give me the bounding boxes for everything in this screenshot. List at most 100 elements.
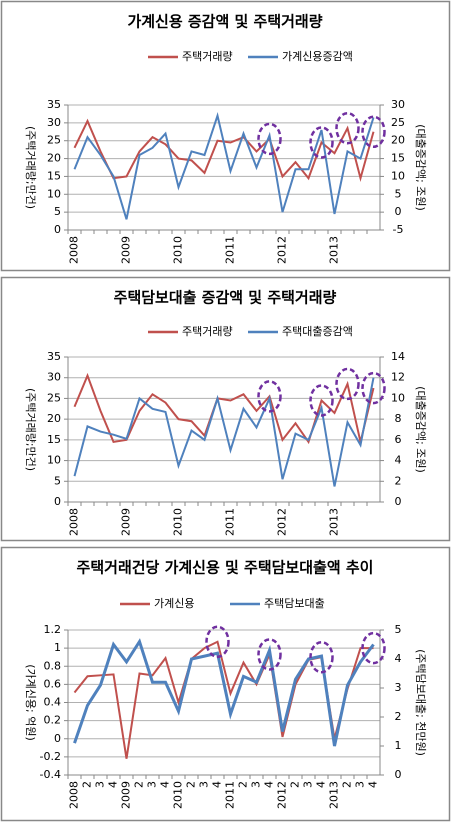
y-tick-label: 20 [47,152,61,165]
x-tick-label: 2011 [224,508,237,536]
x-tick-label: 2013 [328,508,341,536]
y-tick-label: -0.4 [40,768,61,781]
y2-tick-label: 4 [395,652,402,665]
panel-border [0,546,451,822]
legend-label: 가계신용증감액 [282,50,353,63]
y2-tick-label: 0 [395,205,402,218]
x-tick-label: 3 [94,781,107,788]
y2-tick-label: 0 [395,495,402,508]
x-tick-label: 4 [263,781,276,788]
highlight-circle [257,638,282,671]
chart-panel: 주택담보대출 증감액 및 주택거래량 0 5 10 15 20 25 30 35 0 2 4 6 8 10 1… [0,276,451,542]
y2-tick-label: 1 [395,739,402,752]
x-tick-label: 3 [146,781,159,788]
highlight-circle [309,384,334,417]
highlight-circle [361,631,386,665]
highlight-circle [309,640,334,674]
y2-tick-label: 2 [395,474,402,487]
y2-tick-label: 0 [395,768,402,781]
y-tick-label: 0 [54,223,61,236]
x-tick-label: 2013 [328,781,341,809]
y2-tick-label: 12 [391,371,405,384]
x-tick-label: 2009 [120,508,133,536]
x-tick-label: 4 [107,781,120,788]
y-tick-label: 1 [54,641,61,654]
highlight-circle [361,115,386,149]
y2-tick-label: 5 [395,623,402,636]
x-tick-label: 2013 [328,236,341,264]
y-axis-title: (주택거래량;만건) [24,126,37,209]
chart-panel: 주택거래건당 가계신용 및 주택담보대출액 추이 -0.4 -0.2 0 0.2 0.4 0… [0,546,451,822]
legend-label: 주택담보대출 [264,597,325,610]
x-tick-label: 3 [302,781,315,788]
y2-tick-label: 6 [395,433,402,446]
x-tick-label: 2 [81,781,94,788]
x-tick-label: 3 [250,781,263,788]
y2-tick-label: 5 [395,187,402,200]
y-tick-label: 20 [47,412,61,425]
x-tick-label: 2 [133,781,146,788]
y-tick-label: 1.2 [44,623,62,636]
series-line [73,372,375,445]
y-tick-label: 25 [47,391,61,404]
y-tick-label: 30 [47,116,61,129]
y2-tick-label: -5 [393,223,404,236]
y-tick-label: 0 [54,732,61,745]
y2-axis-title: (대출증감액; 조원) [414,386,427,473]
x-tick-label: 2012 [276,781,289,809]
x-tick-label: 2008 [68,236,81,264]
y-tick-label: 35 [47,350,61,363]
y-tick-label: 30 [47,371,61,384]
x-tick-label: 4 [367,781,380,788]
x-tick-label: 2 [341,781,354,788]
y2-tick-label: 20 [391,134,405,147]
x-tick-label: 4 [315,781,328,788]
y2-tick-label: 10 [391,169,405,182]
legend-label: 주택거래량 [182,325,233,338]
x-tick-label: 2011 [224,781,237,809]
y2-axis-title: (대출증감액; 조원) [414,124,427,211]
series-line [73,377,375,487]
x-tick-label: 2008 [68,508,81,536]
y-tick-label: 0 [54,495,61,508]
x-tick-label: 3 [354,781,367,788]
y2-tick-label: 10 [391,391,405,404]
panel-border [0,276,451,542]
y2-tick-label: 3 [395,681,402,694]
y-tick-label: 0.4 [44,696,62,709]
y2-tick-label: 25 [391,116,405,129]
y-tick-label: 15 [47,169,61,182]
y-axis-title: (주택거래량;만건) [24,388,37,471]
x-tick-label: 2010 [172,781,185,809]
y2-tick-label: 14 [391,350,405,363]
panel-border [0,0,451,272]
x-tick-label: 2009 [120,236,133,264]
x-tick-label: 2009 [120,781,133,809]
x-tick-label: 2012 [276,236,289,264]
x-tick-label: 3 [198,781,211,788]
y2-tick-label: 30 [391,98,405,111]
series-line [73,112,375,220]
chart-title: 주택거래건당 가계신용 및 주택담보대출액 추이 [77,559,374,577]
y-tick-label: 35 [47,98,61,111]
x-tick-label: 2010 [172,236,185,264]
y-axis-title: (가계신용; 억원) [24,664,37,741]
highlight-circle [205,625,230,659]
y-tick-label: 5 [54,474,61,487]
y-tick-label: 10 [47,454,61,467]
legend-label: 주택거래량 [182,50,233,63]
y-tick-label: 15 [47,433,61,446]
highlight-circle [361,371,386,405]
x-tick-label: 2 [185,781,198,788]
y-tick-label: 10 [47,187,61,200]
x-tick-label: 2012 [276,508,289,536]
x-tick-label: 2 [237,781,250,788]
highlight-circle [257,122,282,156]
x-tick-label: 2008 [68,781,81,809]
series-line [73,638,375,747]
highlight-circle [335,367,360,401]
y2-tick-label: 8 [395,412,402,425]
y2-axis-title: (주택담보대출; 천만원) [414,649,428,756]
y-tick-label: 0.2 [44,714,62,727]
